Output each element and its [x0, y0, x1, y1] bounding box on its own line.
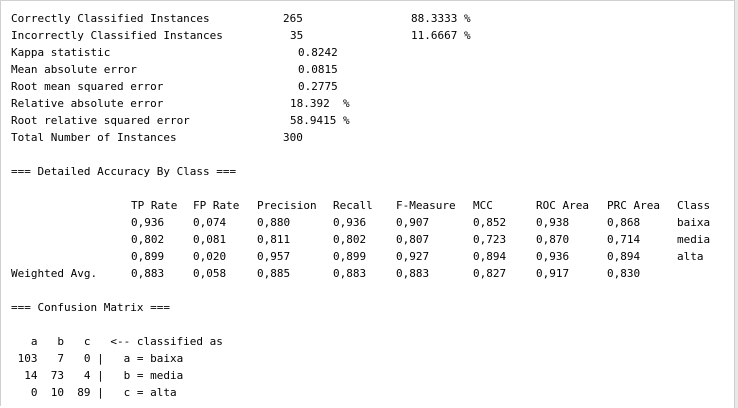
cell-prc-area: 0,830	[607, 267, 641, 280]
rmse-label: Root mean squared error	[11, 80, 164, 93]
confusion-row: 103 7 0 | a = baixa	[11, 352, 184, 365]
cell-tp-rate: 0,802	[131, 233, 165, 246]
cell-prc-area: 0,714	[607, 233, 641, 246]
kappa-label: Kappa statistic	[11, 46, 111, 59]
kappa-value: 0.8242	[298, 46, 338, 59]
rae-label: Relative absolute error	[11, 97, 164, 110]
cell-roc-area: 0,938	[536, 216, 570, 229]
header-mcc: MCC	[473, 199, 493, 212]
cell-mcc: 0,723	[473, 233, 507, 246]
cell-f-measure: 0,927	[396, 250, 430, 263]
cell-mcc: 0,894	[473, 250, 507, 263]
cell-precision: 0,957	[257, 250, 291, 263]
cell-prc-area: 0,868	[607, 216, 641, 229]
cell-recall: 0,883	[333, 267, 367, 280]
cell-f-measure: 0,907	[396, 216, 430, 229]
header-class: Class	[677, 199, 711, 212]
cell-class: alta	[677, 250, 704, 263]
confusion-row: 14 73 4 | b = media	[11, 369, 184, 382]
mae-value: 0.0815	[298, 63, 338, 76]
cell-recall: 0,802	[333, 233, 367, 246]
cell-precision: 0,880	[257, 216, 291, 229]
cell-tp-rate: 0,883	[131, 267, 165, 280]
cell-recall: 0,899	[333, 250, 367, 263]
cell-mcc: 0,852	[473, 216, 507, 229]
cell-roc-area: 0,917	[536, 267, 570, 280]
confusion-heading: === Confusion Matrix ===	[11, 301, 170, 314]
cell-class: media	[677, 233, 711, 246]
total-label: Total Number of Instances	[11, 131, 177, 144]
rae-value: 18.392 %	[290, 97, 350, 110]
total-value: 300	[283, 131, 303, 144]
rrse-label: Root relative squared error	[11, 114, 190, 127]
row-label: Weighted Avg.	[11, 267, 98, 280]
incorrect-count: 35	[290, 29, 304, 42]
cell-recall: 0,936	[333, 216, 367, 229]
cell-roc-area: 0,936	[536, 250, 570, 263]
rrse-value: 58.9415 %	[290, 114, 350, 127]
correct-pct: 88.3333 %	[411, 12, 471, 25]
mae-label: Mean absolute error	[11, 63, 137, 76]
incorrect-pct: 11.6667 %	[411, 29, 471, 42]
header-precision: Precision	[257, 199, 317, 212]
cell-f-measure: 0,883	[396, 267, 430, 280]
rmse-value: 0.2775	[298, 80, 338, 93]
incorrect-label: Incorrectly Classified Instances	[11, 29, 223, 42]
header-f-measure: F-Measure	[396, 199, 456, 212]
cell-roc-area: 0,870	[536, 233, 570, 246]
header-recall: Recall	[333, 199, 373, 212]
cell-class: baixa	[677, 216, 711, 229]
header-roc-area: ROC Area	[536, 199, 589, 212]
cell-fp-rate: 0,081	[193, 233, 227, 246]
header-tp-rate: TP Rate	[131, 199, 178, 212]
header-prc-area: PRC Area	[607, 199, 660, 212]
cell-tp-rate: 0,936	[131, 216, 165, 229]
cell-fp-rate: 0,074	[193, 216, 227, 229]
cell-precision: 0,811	[257, 233, 291, 246]
cell-mcc: 0,827	[473, 267, 507, 280]
cell-f-measure: 0,807	[396, 233, 430, 246]
cell-fp-rate: 0,020	[193, 250, 227, 263]
correct-count: 265	[283, 12, 303, 25]
vertical-scrollbar[interactable]	[734, 0, 738, 408]
cell-precision: 0,885	[257, 267, 291, 280]
correct-label: Correctly Classified Instances	[11, 12, 210, 25]
header-fp-rate: FP Rate	[193, 199, 240, 212]
confusion-row: 0 10 89 | c = alta	[11, 386, 177, 399]
cell-fp-rate: 0,058	[193, 267, 227, 280]
cell-tp-rate: 0,899	[131, 250, 165, 263]
accuracy-heading: === Detailed Accuracy By Class ===	[11, 165, 237, 178]
confusion-header: a b c <-- classified as	[11, 335, 223, 348]
cell-prc-area: 0,894	[607, 250, 641, 263]
